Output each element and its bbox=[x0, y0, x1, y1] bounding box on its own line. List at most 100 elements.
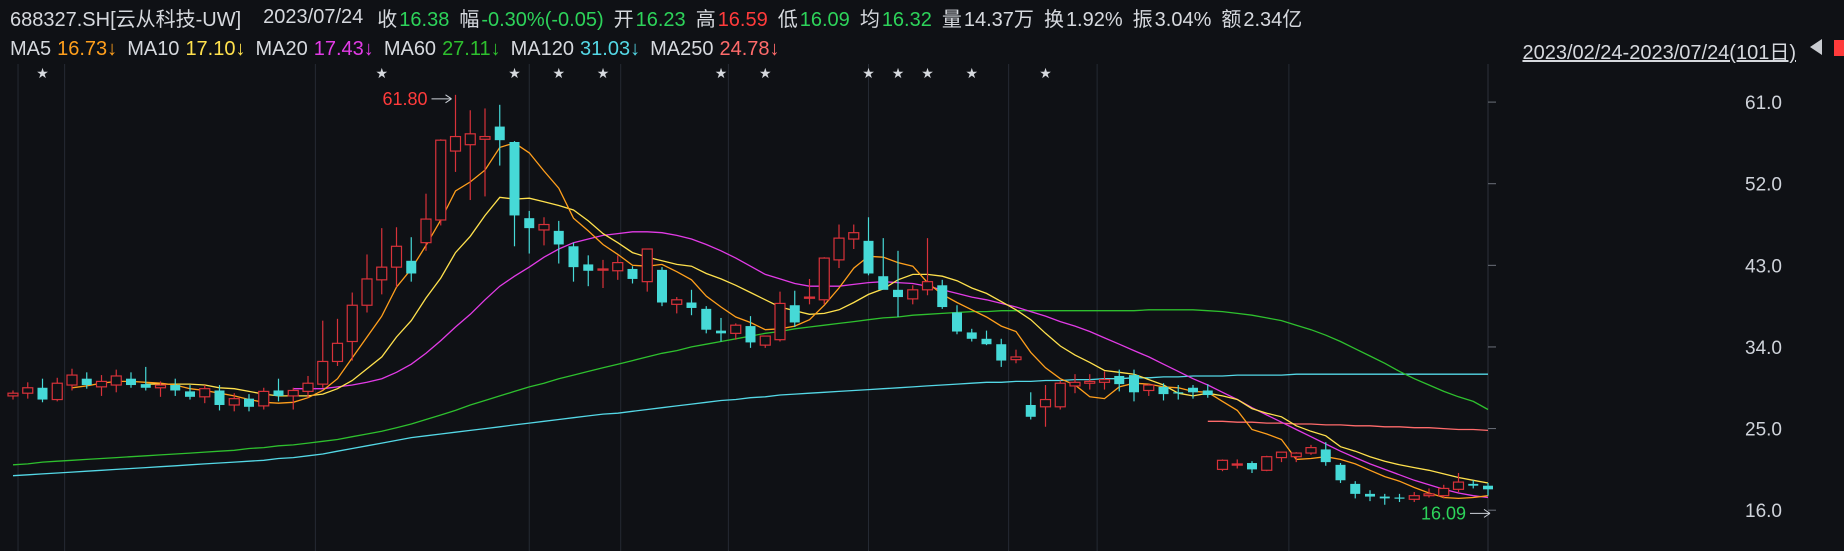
candle-body bbox=[627, 268, 638, 279]
candle-body bbox=[597, 268, 609, 271]
volume-label: 量 bbox=[941, 8, 962, 31]
open-value: 16.23 bbox=[635, 8, 686, 31]
candle-body bbox=[464, 133, 476, 146]
candle-body bbox=[1010, 356, 1022, 361]
chevron-left-icon[interactable] bbox=[1806, 36, 1830, 60]
candle-body bbox=[199, 388, 211, 398]
candle-body bbox=[1483, 485, 1493, 490]
candle-body bbox=[1320, 449, 1331, 463]
candle-body bbox=[390, 245, 403, 268]
ma-value: 27.11↓ bbox=[442, 37, 501, 60]
star-marker-icon: ★ bbox=[508, 66, 521, 82]
candle-body bbox=[1039, 398, 1052, 408]
close-label: 收 bbox=[377, 8, 398, 31]
star-marker-icon: ★ bbox=[715, 66, 728, 82]
avg-value: 16.32 bbox=[881, 8, 932, 31]
ma-name: MA250 bbox=[650, 37, 714, 60]
candle-body bbox=[1290, 452, 1302, 458]
candle-body bbox=[244, 398, 254, 407]
candle-body bbox=[1084, 380, 1096, 384]
y-tick-label: 16.0 bbox=[1745, 501, 1782, 522]
candle-body bbox=[1173, 392, 1184, 394]
candle-body bbox=[214, 390, 225, 405]
candle-body bbox=[66, 374, 78, 386]
star-marker-icon: ★ bbox=[375, 66, 388, 82]
ma-legend-ma20[interactable]: MA20 17.43↓ bbox=[256, 38, 374, 61]
candle-body bbox=[258, 390, 270, 407]
star-marker-icon: ★ bbox=[36, 66, 49, 82]
candle-body bbox=[1408, 495, 1420, 500]
ma-legend-ma120[interactable]: MA120 31.03↓ bbox=[511, 38, 640, 61]
candle-body bbox=[479, 135, 491, 140]
ma-value: 17.43↓ bbox=[313, 37, 374, 60]
date-range-selector[interactable]: 2023/02/24-2023/07/24(101日) bbox=[1522, 42, 1796, 64]
ma-name: MA60 bbox=[383, 37, 437, 60]
y-tick-label: 43.0 bbox=[1745, 256, 1782, 277]
ma20-line bbox=[293, 231, 1489, 499]
candle-body bbox=[863, 240, 874, 274]
candle-body bbox=[406, 260, 417, 274]
candle-body bbox=[1261, 456, 1273, 471]
turnover-label: 换 bbox=[1043, 8, 1064, 31]
ma-legend-ma60[interactable]: MA60 27.11↓ bbox=[384, 38, 501, 61]
candle-body bbox=[921, 281, 934, 291]
candle-body bbox=[671, 299, 683, 305]
symbol-name[interactable]: 688327.SH[云从科技-UW] bbox=[10, 8, 242, 31]
candle-body bbox=[37, 387, 48, 400]
candle-body bbox=[818, 257, 830, 301]
candle-body bbox=[1098, 378, 1111, 383]
ma-value: 31.03↓ bbox=[580, 37, 641, 60]
star-marker-icon: ★ bbox=[892, 66, 905, 82]
candle-body bbox=[95, 380, 108, 388]
candle-body bbox=[1335, 464, 1346, 481]
candle-body bbox=[51, 382, 63, 401]
star-marker-icon: ★ bbox=[552, 66, 565, 82]
candle-body bbox=[996, 344, 1007, 361]
quote-header: 688327.SH[云从科技-UW] 2023/07/24 收 16.38 幅 -0… bbox=[0, 0, 1844, 34]
candle-body bbox=[331, 342, 344, 363]
y-tick-label: 34.0 bbox=[1745, 338, 1782, 359]
candle-body bbox=[1468, 483, 1479, 486]
candle-body bbox=[907, 289, 919, 300]
ma-legend-ma10[interactable]: MA10 17.10↓ bbox=[127, 38, 245, 61]
star-marker-icon: ★ bbox=[965, 66, 978, 82]
avg-field: 均 16.32 bbox=[860, 3, 932, 32]
max-price-arrowhead bbox=[445, 94, 452, 104]
close-value: 16.38 bbox=[399, 8, 450, 31]
amount-value: 2.34亿 bbox=[1243, 8, 1303, 31]
candle-body bbox=[937, 285, 948, 308]
low-field: 低 16.09 bbox=[778, 3, 850, 32]
kline-chart[interactable]: 61.0 52.0 43.0 34.0 25.0 16.0 ★ ★ ★ ★ ★ ★ ★ ★ ★ ★ ★ ★ 61.8… bbox=[0, 64, 1844, 551]
candle-body bbox=[81, 378, 92, 386]
candle-body bbox=[1379, 496, 1390, 499]
candle-body bbox=[1143, 384, 1155, 392]
candle-body bbox=[1247, 463, 1257, 470]
open-label: 开 bbox=[613, 8, 634, 31]
ma-legend-ma250[interactable]: MA250 24.78↓ bbox=[650, 38, 779, 61]
candle-body bbox=[22, 387, 34, 394]
low-label: 低 bbox=[777, 8, 798, 31]
chart-background bbox=[0, 64, 1844, 551]
candle-body bbox=[1069, 381, 1081, 387]
candle-body bbox=[317, 360, 329, 385]
high-field: 高 16.59 bbox=[696, 3, 768, 32]
ma-legend-ma5[interactable]: MA5 16.73↓ bbox=[10, 38, 117, 61]
low-value: 16.09 bbox=[799, 8, 850, 31]
candle-body bbox=[435, 139, 447, 221]
candle-body bbox=[553, 230, 564, 245]
candle-body bbox=[154, 384, 167, 389]
candle-body bbox=[1054, 382, 1066, 408]
candle-body bbox=[1275, 451, 1288, 459]
y-tick-label: 25.0 bbox=[1745, 420, 1782, 441]
ma-value: 17.10↓ bbox=[185, 37, 246, 60]
candle-body bbox=[789, 305, 800, 323]
amplitude-field: 振 3.04% bbox=[1133, 3, 1212, 32]
avg-label: 均 bbox=[859, 8, 880, 31]
min-price-arrowhead bbox=[1483, 508, 1491, 518]
change-value: -0.30%(-0.05) bbox=[481, 8, 604, 31]
close-field: 收 16.38 bbox=[377, 3, 449, 32]
candle-body bbox=[1452, 481, 1465, 490]
candle-body bbox=[1188, 387, 1198, 393]
ma-name: MA120 bbox=[510, 37, 575, 60]
ma-name: MA20 bbox=[255, 37, 308, 60]
